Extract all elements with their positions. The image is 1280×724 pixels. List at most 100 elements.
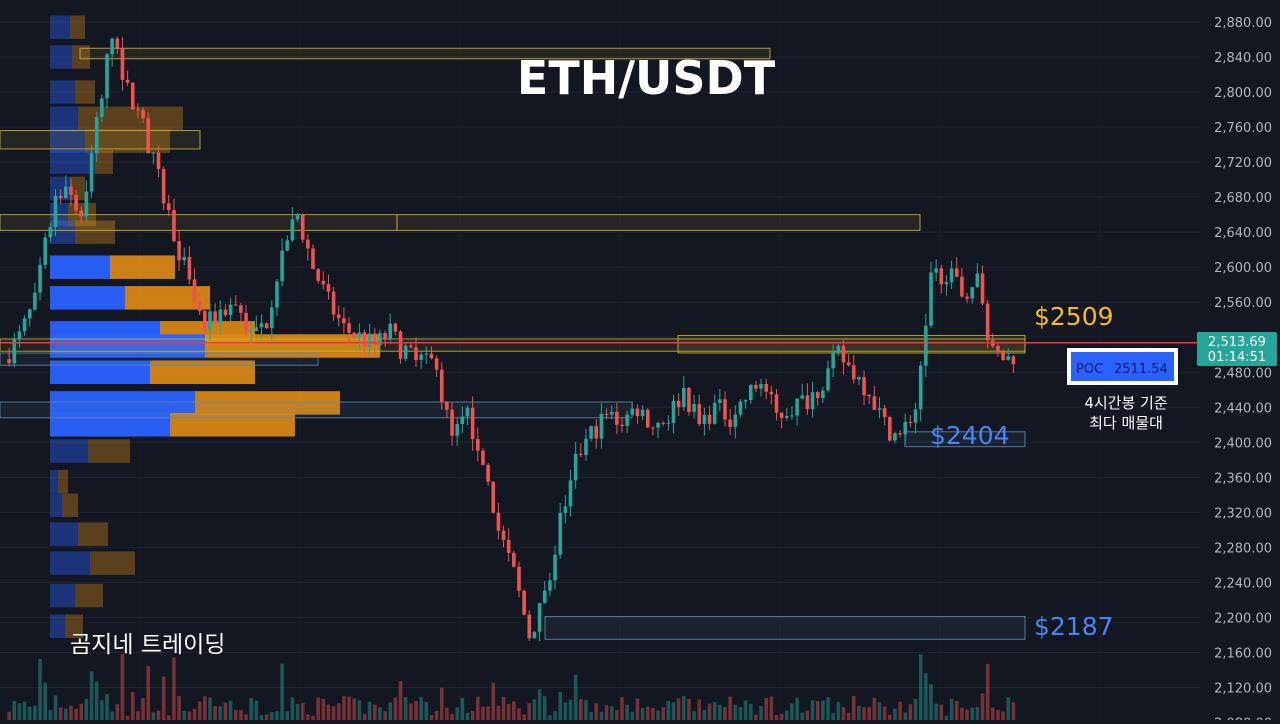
volume-bar xyxy=(867,707,871,720)
candle-body xyxy=(537,603,542,632)
candle-body xyxy=(893,433,897,441)
candle-body xyxy=(558,512,562,555)
volume-bar xyxy=(707,703,712,720)
volume-bar xyxy=(656,710,660,720)
volume-bar xyxy=(100,700,104,720)
volume-bar xyxy=(671,702,676,720)
volume-bar xyxy=(48,710,53,720)
volume-bar xyxy=(1001,711,1005,720)
volume-bar xyxy=(800,712,805,720)
candle-body xyxy=(913,409,918,423)
volume-bar xyxy=(414,700,418,720)
candle-body xyxy=(496,512,501,531)
volume-bar xyxy=(306,714,310,720)
candle-body xyxy=(383,333,387,340)
candle-body xyxy=(352,332,356,338)
candle-body xyxy=(89,153,94,192)
candle-body xyxy=(321,280,326,285)
y-tick-label: 2,240.00 xyxy=(1214,576,1272,591)
volume-bar xyxy=(563,702,568,720)
volume-bar xyxy=(64,708,68,720)
y-tick-label: 2,680.00 xyxy=(1214,191,1272,206)
profile-bar-blue xyxy=(50,522,78,546)
candle-body xyxy=(888,417,892,441)
volume-bar xyxy=(712,701,717,720)
candle-body xyxy=(785,416,789,418)
volume-bar xyxy=(604,705,609,720)
profile-bar-blue xyxy=(50,286,125,310)
candle-body xyxy=(831,352,835,369)
candle-body xyxy=(347,323,351,333)
candle-body xyxy=(311,248,315,270)
volume-bar xyxy=(532,699,537,720)
candle-body xyxy=(403,345,408,359)
volume-bar xyxy=(965,709,969,720)
volume-bar xyxy=(342,696,346,720)
volume-bar xyxy=(517,708,521,720)
volume-bar xyxy=(213,706,217,720)
volume-bar xyxy=(522,714,526,720)
volume-bar xyxy=(373,704,377,720)
candle-body xyxy=(393,323,398,332)
candle-body xyxy=(815,392,820,399)
volume-bar xyxy=(908,704,913,720)
candle-body xyxy=(656,422,660,428)
candle-body xyxy=(800,395,805,399)
candle-body xyxy=(414,347,418,360)
candle-body xyxy=(553,554,557,581)
volume-bar xyxy=(630,711,635,720)
candle-body xyxy=(743,400,748,402)
profile-bar-blue xyxy=(50,255,110,279)
candle-body xyxy=(563,506,568,513)
candle-body xyxy=(223,309,228,316)
candle-body xyxy=(733,414,738,427)
candle-body xyxy=(218,309,223,324)
candle-body xyxy=(367,333,372,347)
profile-bar-blue xyxy=(50,439,88,463)
candle-body xyxy=(810,392,815,410)
candle-body xyxy=(728,419,732,427)
candle-body xyxy=(290,219,295,241)
candle-body xyxy=(192,279,197,302)
profile-bar-orange xyxy=(78,522,108,546)
volume-bar xyxy=(573,674,578,720)
candle-body xyxy=(589,426,593,439)
profile-bar-blue xyxy=(50,469,58,494)
candle-body xyxy=(239,305,243,313)
volume-bar xyxy=(846,712,851,720)
volume-bar xyxy=(512,701,516,720)
volume-bar xyxy=(110,711,114,720)
candle-body xyxy=(862,377,866,396)
candle-body xyxy=(841,345,846,363)
profile-bar-blue xyxy=(50,360,150,385)
volume-bar xyxy=(167,715,171,720)
candle-body xyxy=(542,590,547,604)
volume-bar xyxy=(826,697,830,720)
volume-bar xyxy=(383,711,387,720)
candle-body xyxy=(882,408,887,418)
candle-body xyxy=(599,413,604,439)
volume-bar xyxy=(810,700,815,720)
candle-body xyxy=(27,309,32,319)
candle-body xyxy=(532,631,537,639)
zone-box xyxy=(396,214,921,231)
volume-bar xyxy=(898,701,902,720)
candle-body xyxy=(625,414,629,427)
volume-bar xyxy=(821,700,825,720)
volume-bar xyxy=(857,705,861,720)
candle-body xyxy=(326,284,331,292)
volume-bar xyxy=(939,704,944,720)
profile-bar-blue xyxy=(50,614,65,638)
volume-bar xyxy=(702,709,707,720)
candle-body xyxy=(481,450,485,465)
volume-bar xyxy=(89,671,94,720)
candle-body xyxy=(409,345,413,348)
volume-bar xyxy=(815,701,820,720)
candle-body xyxy=(228,304,233,316)
profile-bar-orange xyxy=(170,413,295,437)
volume-bar xyxy=(553,711,557,720)
volume-bar xyxy=(872,697,877,720)
candle-body xyxy=(264,323,269,329)
candle-body xyxy=(970,287,974,299)
volume-bar xyxy=(264,714,269,720)
